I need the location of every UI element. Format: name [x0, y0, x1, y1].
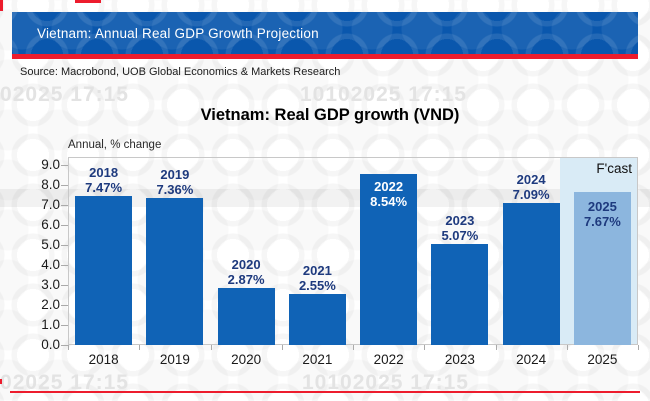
x-axis-tick-mark — [68, 345, 69, 350]
chart-title: Vietnam: Real GDP growth (VND) — [200, 106, 460, 124]
y-axis-tick-mark — [61, 265, 68, 266]
bar-value-label-2021: 2021 2.55% — [298, 263, 336, 293]
bar-value-label-2022: 2022 8.54% — [370, 179, 408, 210]
timestamp-watermark: 10102025 17:15 — [302, 371, 469, 394]
timestamp-watermark: 10102025 17:15 — [300, 83, 467, 106]
bar-2020 — [217, 287, 275, 345]
y-axis-tick-mark — [61, 185, 68, 186]
y-axis-tick-label: 8.0 — [41, 177, 60, 192]
y-axis-tick-mark — [61, 325, 68, 326]
x-axis-tick-mark — [495, 345, 497, 350]
x-axis-tick-label: 2024 — [516, 352, 547, 367]
x-axis-tick-label: 2021 — [302, 352, 333, 367]
x-axis-tick-mark — [566, 345, 568, 350]
x-axis-tick-mark — [210, 345, 212, 350]
x-axis-tick-label: 2022 — [373, 352, 404, 367]
red-edge-fragment — [75, 0, 101, 3]
x-axis-tick-label: 2019 — [159, 352, 190, 367]
y-axis-tick-label: 9.0 — [41, 157, 60, 172]
y-axis-tick-label: 2.0 — [41, 297, 60, 312]
y-axis-tick-label: 5.0 — [41, 237, 60, 252]
bar-2018 — [75, 195, 133, 345]
header-title: Vietnam: Annual Real GDP Growth Projecti… — [37, 25, 319, 41]
x-axis-tick-label: 2018 — [88, 352, 119, 367]
bar-value-label-2024: 2024 7.09% — [512, 172, 550, 203]
forecast-label: F'cast — [596, 161, 632, 176]
bar-2022 — [360, 174, 418, 345]
y-axis-tick-label: 0.0 — [41, 337, 60, 352]
x-axis-tick-mark — [139, 345, 141, 350]
bar-value-label-2025: 2025 7.67% — [583, 198, 621, 229]
y-axis-tick-mark — [61, 285, 68, 286]
y-axis-tick-label: 6.0 — [41, 217, 60, 232]
y-axis-tick-mark — [61, 205, 68, 206]
x-axis-tick-mark — [353, 345, 354, 350]
x-axis-tick-mark — [638, 345, 639, 350]
bar-value-label-2020: 2020 2.87% — [227, 256, 265, 287]
bar-value-label-2019: 2019 7.36% — [156, 166, 194, 197]
footer-red-rule — [10, 391, 640, 393]
y-axis-unit-label: Annual, % change — [68, 139, 162, 151]
bar-value-label-2023: 2023 5.07% — [441, 212, 479, 243]
timestamp-watermark: 10102025 17:15 — [0, 83, 129, 106]
y-axis-tick-mark — [61, 225, 68, 226]
y-axis-tick-mark — [61, 305, 68, 306]
source-attribution: Source: Macrobond, UOB Global Economics … — [20, 66, 341, 78]
bar-2021 — [288, 294, 346, 345]
y-axis-tick-label: 7.0 — [41, 197, 60, 212]
y-axis-tick-mark — [61, 165, 68, 166]
x-axis-tick-label: 2023 — [444, 352, 475, 367]
y-axis-tick-label: 4.0 — [41, 257, 60, 272]
bar-2019 — [146, 197, 204, 345]
header-banner: Vietnam: Annual Real GDP Growth Projecti… — [12, 12, 638, 54]
header-red-stripe — [12, 54, 638, 59]
bar-2023 — [431, 243, 489, 345]
timestamp-watermark: 10102025 17:15 — [0, 371, 129, 394]
red-edge-fragment — [0, 0, 3, 11]
y-axis-tick-label: 1.0 — [41, 317, 60, 332]
red-edge-fragment — [0, 379, 2, 384]
bar-value-label-2018: 2018 7.47% — [85, 164, 123, 195]
y-axis-tick-mark — [61, 245, 68, 246]
bar-2025 — [573, 191, 631, 345]
y-axis-tick-mark — [61, 345, 68, 346]
x-axis-tick-label: 2025 — [587, 352, 618, 367]
x-axis-tick-mark — [424, 345, 426, 350]
y-axis-tick-label: 3.0 — [41, 277, 60, 292]
bar-2024 — [502, 203, 560, 345]
x-axis-tick-label: 2020 — [231, 352, 262, 367]
x-axis-tick-mark — [281, 345, 283, 350]
plot-area — [68, 157, 638, 345]
